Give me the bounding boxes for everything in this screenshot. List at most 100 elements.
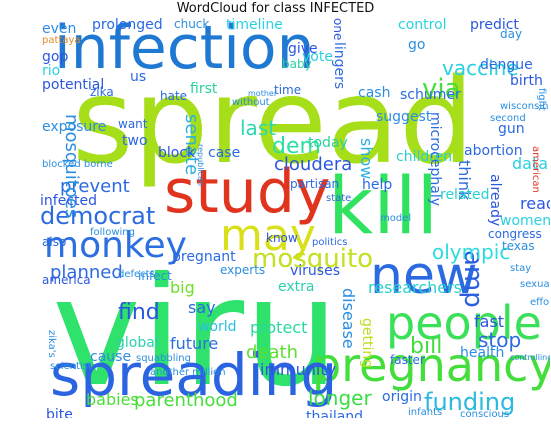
word-via: via [422, 74, 461, 104]
word-already: already [487, 174, 503, 227]
word-following: following [90, 227, 135, 238]
word-cloudera: cloudera [274, 154, 353, 175]
word-infection: infection [54, 18, 315, 83]
word-global: global [116, 335, 159, 351]
word-partisan: partisan [290, 177, 340, 191]
word-today: today [308, 135, 348, 151]
word-cloud: infection spread viru study kill new people pre… [40, 18, 550, 418]
word-babies: babies [86, 390, 139, 409]
word-one: one [331, 18, 345, 41]
word-researchers: researchers [368, 278, 462, 297]
word-infected: infected [40, 193, 97, 209]
word-dengue: dengue [480, 57, 533, 73]
word-control: control [398, 18, 447, 33]
word-may: may [220, 210, 316, 261]
word-wisconsin: wisconsin [500, 101, 549, 112]
word-mother: mother [248, 89, 278, 98]
word-birth: birth [510, 73, 543, 89]
word-pregnant: pregnant [172, 249, 236, 265]
word-vaccine: vaccine [442, 56, 519, 80]
word-cause: cause [90, 349, 132, 365]
word-know: know [266, 231, 298, 245]
word-stop: stop [478, 328, 522, 352]
word-monkey: monkey [44, 225, 187, 266]
word-people: people [386, 296, 542, 350]
word-without: without [232, 97, 270, 108]
word-suggest: suggest [376, 109, 432, 125]
word-first: first [190, 81, 218, 97]
word-origin: origin [382, 389, 422, 405]
word-world: world [198, 319, 237, 335]
word-mosquitoes: mosquitoes [61, 114, 82, 219]
word-dem: dem [272, 134, 321, 159]
word-conscious: conscious [460, 409, 510, 419]
word-blocked-borne: blocked borne [42, 159, 113, 170]
word-abortion: abortion [464, 143, 523, 159]
word-time: time [274, 83, 302, 97]
word-prevent: prevent [60, 176, 130, 197]
word-state: state [326, 193, 352, 204]
word-chuck: chuck [174, 18, 210, 31]
word-spread: spread [72, 52, 475, 190]
word-second: second [490, 113, 526, 124]
word-american: american [530, 146, 541, 193]
word-kill: kill [328, 162, 439, 252]
word-fast: fast [474, 312, 505, 331]
word-bite: bite [46, 407, 73, 418]
word-potential: potential [42, 77, 105, 93]
word-controlling: controlling [510, 353, 550, 362]
word-gop: gop [42, 49, 69, 65]
word-texas: texas [502, 239, 535, 253]
word-congress: congress [488, 227, 542, 241]
word-death: death [246, 342, 298, 363]
word-exposure: exposure [42, 119, 107, 135]
word-faster: faster [390, 353, 425, 367]
word-us: us [130, 69, 147, 85]
word-bill: bill [410, 334, 443, 359]
word-future: future [170, 334, 219, 353]
word-politics: politics [312, 237, 348, 248]
word-timeline: timeline [226, 18, 283, 33]
word-pregnancy: pregnancy [312, 338, 550, 392]
word-lingers: lingers [331, 42, 347, 90]
word-republican: republican [196, 144, 205, 187]
word-health: health [460, 345, 505, 361]
word-zika: zika [90, 85, 114, 99]
word-effort: effort [530, 297, 550, 308]
word-predict: predict [470, 18, 519, 33]
word-experts: experts [220, 263, 266, 277]
word-schumer: schumer [400, 87, 461, 103]
word-go: go [408, 37, 426, 53]
word-baby: baby [282, 57, 312, 71]
chart-title: WordCloud for class INFECTED [176, 1, 375, 16]
word-democrat: democrat [40, 202, 156, 230]
word-say: say [188, 298, 216, 317]
word-rio: rio [42, 63, 61, 79]
word-squabbling: squabbling [136, 353, 191, 364]
word-sexual: sexual [520, 279, 550, 290]
word-give: give [288, 41, 318, 57]
word-viru: viru [52, 246, 340, 418]
word-parenthood: parenthood [134, 390, 238, 411]
word-fight: fight [536, 88, 547, 111]
word-also: also [42, 235, 67, 249]
word-scientist: scientist [50, 361, 92, 372]
word-help: help [362, 177, 393, 193]
word-pattaya: pattaya [42, 35, 81, 46]
word-think: think [455, 160, 474, 201]
word-gun: gun [498, 121, 525, 137]
word-zika-s: zika's [46, 330, 57, 358]
word-want: want [118, 117, 148, 131]
word-children: children [396, 149, 453, 165]
word-study: study [164, 157, 331, 227]
word-new: new [370, 246, 478, 306]
word-day: day [500, 27, 523, 41]
word-senate: senate [181, 114, 202, 176]
word-amp: amp [458, 250, 488, 308]
word-extra: extra [278, 279, 315, 295]
word-thailand: thailand [306, 409, 364, 418]
word-protect: protect [250, 318, 308, 337]
word-microcephaly: microcephaly [427, 112, 443, 207]
word-women: women [500, 213, 550, 229]
word-find: find [118, 300, 160, 325]
